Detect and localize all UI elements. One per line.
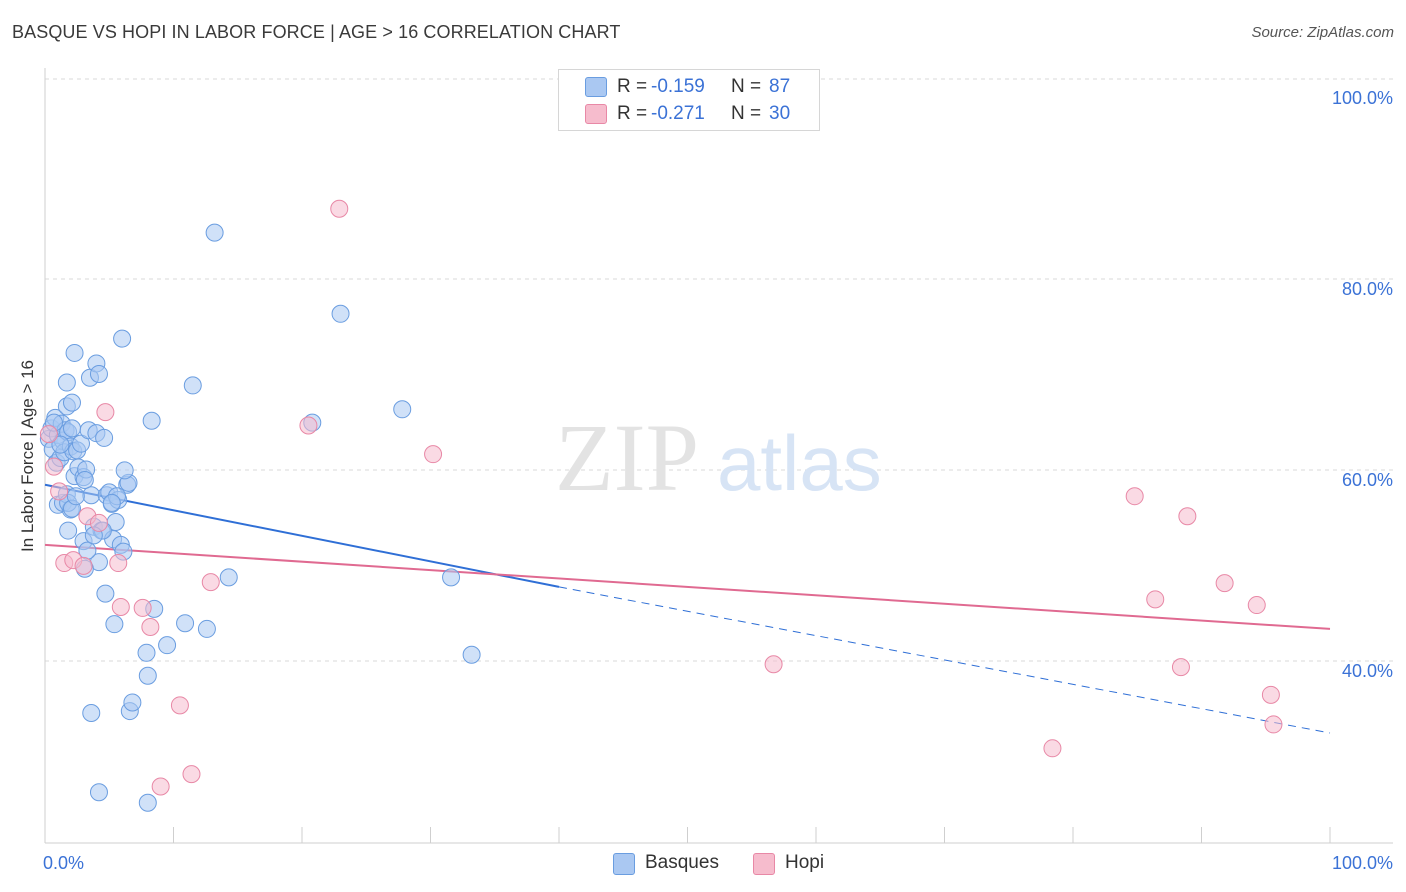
basques-point: [59, 521, 78, 540]
legend-n-label: N =: [731, 103, 762, 124]
hopi-point: [1178, 507, 1197, 526]
x-tick-label: 0.0%: [43, 853, 84, 873]
hopi-point: [44, 457, 63, 476]
hopi-point: [74, 556, 93, 575]
basques-point: [205, 223, 224, 242]
legend-n-label: N =: [731, 76, 762, 97]
basques-point: [138, 666, 157, 685]
hopi-point: [1247, 596, 1266, 615]
basques-point: [51, 435, 70, 454]
y-tick-label: 100.0%: [1332, 88, 1393, 108]
tick-labels: 40.0% 60.0% 80.0% 100.0% 0.0% 100.0%: [43, 88, 1393, 873]
basques-point: [89, 364, 108, 383]
hopi-swatch: [753, 853, 775, 875]
basques-point: [62, 419, 81, 438]
basques-point: [123, 693, 142, 712]
basques-point: [65, 343, 84, 362]
basques-point: [158, 636, 177, 655]
y-tick-label: 60.0%: [1342, 470, 1393, 490]
y-tick-label: 80.0%: [1342, 279, 1393, 299]
basques-point: [115, 461, 134, 480]
basques-point: [75, 470, 94, 489]
legend-label-hopi: Hopi: [785, 852, 825, 873]
basques-point: [138, 793, 157, 812]
hopi-point: [141, 618, 160, 637]
basques-point: [113, 329, 132, 348]
basques-point: [183, 376, 202, 395]
hopi-point: [1264, 715, 1283, 734]
basques-point: [96, 584, 115, 603]
watermark: ZIP atlas: [555, 404, 882, 511]
legend-label-basques: Basques: [645, 852, 719, 873]
hopi-point: [1125, 487, 1144, 506]
basques-point: [82, 703, 101, 722]
y-tick-label: 40.0%: [1342, 661, 1393, 681]
legend-n-value: 87: [769, 76, 791, 97]
hopi-point: [330, 199, 349, 218]
hopi-point: [764, 655, 783, 674]
basques-point: [462, 645, 481, 664]
y-axis-label: In Labor Force | Age > 16: [18, 359, 37, 553]
basques-point: [442, 568, 461, 587]
basques-trend-extension: [558, 586, 1331, 734]
hopi-point: [170, 696, 189, 715]
axes: [44, 68, 1393, 844]
legend-r-label: R =: [617, 76, 648, 97]
hopi-point: [1261, 685, 1280, 704]
hopi-point: [109, 554, 128, 573]
hopi-trend-line: [44, 543, 1331, 630]
basques-point: [89, 783, 108, 802]
basques-point: [102, 493, 121, 512]
basques-point: [393, 400, 412, 419]
chart-title: BASQUE VS HOPI IN LABOR FORCE | AGE > 16…: [12, 22, 621, 42]
hopi-point: [424, 445, 443, 464]
hopi-point: [299, 416, 318, 435]
hopi-point: [39, 425, 58, 444]
source-note: Source: ZipAtlas.com: [1251, 24, 1394, 41]
hopi-point: [1043, 739, 1062, 758]
watermark-atlas: atlas: [717, 419, 882, 507]
hopi-point: [1146, 590, 1165, 609]
basques-trend-line: [44, 483, 560, 588]
trend-lines: [44, 483, 1331, 734]
basques-point: [105, 615, 124, 634]
grid-lines: [45, 78, 1393, 662]
watermark-zip: ZIP: [555, 404, 699, 511]
legend-row-hopi: R = -0.271 N = 30: [559, 101, 819, 127]
hopi-point: [151, 777, 170, 796]
legend-n-value: 30: [769, 103, 791, 124]
hopi-point: [111, 597, 130, 616]
basques-point: [176, 614, 195, 633]
basques-point: [95, 428, 114, 447]
hopi-point: [182, 765, 201, 784]
basques-swatch: [585, 77, 607, 97]
legend-r-label: R =: [617, 103, 648, 124]
basques-point: [219, 568, 238, 587]
basques-point: [331, 304, 350, 323]
hopi-point: [1215, 574, 1234, 593]
x-tick-label: 100.0%: [1332, 853, 1393, 873]
basques-point: [142, 411, 161, 430]
basques-point: [62, 393, 81, 412]
hopi-point: [89, 513, 108, 532]
basques-point: [66, 487, 85, 506]
hopi-point: [50, 482, 69, 501]
basques-point: [137, 643, 156, 662]
hopi-point: [133, 598, 152, 617]
hopi-point: [96, 403, 115, 422]
legend-r-value: -0.159: [651, 76, 705, 97]
hopi-point: [1171, 658, 1190, 677]
basques-point: [197, 619, 216, 638]
basques-point: [57, 373, 76, 392]
basques-swatch: [613, 853, 635, 875]
legend-row-basques: R = -0.159 N = 87: [559, 74, 819, 100]
basques-point: [71, 434, 90, 453]
legend-r-value: -0.271: [651, 103, 705, 124]
hopi-swatch: [585, 104, 607, 124]
stats-legend: R = -0.159 N = 87 R = -0.271 N = 30: [558, 69, 820, 131]
basques-point: [82, 486, 101, 505]
hopi-point: [201, 573, 220, 592]
data-points: [39, 199, 1283, 812]
